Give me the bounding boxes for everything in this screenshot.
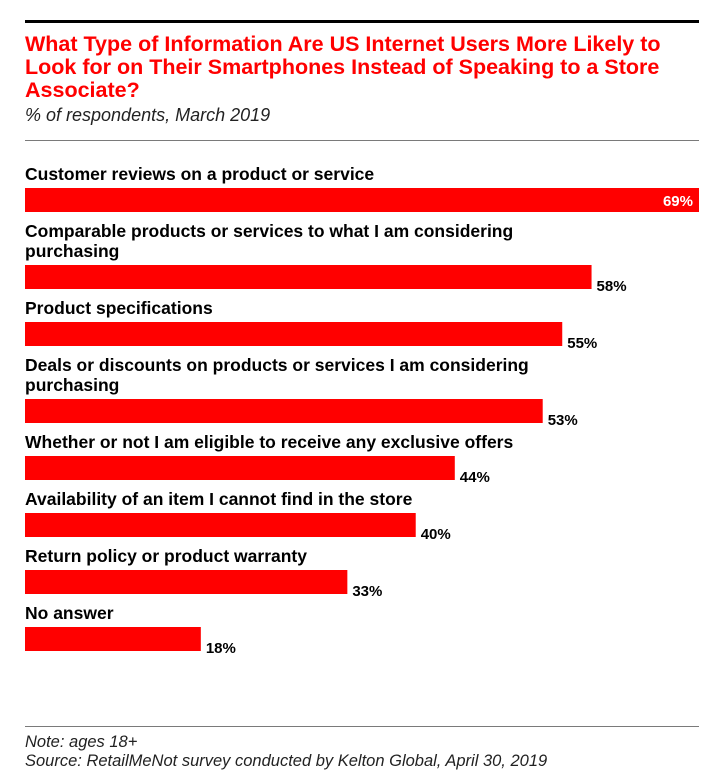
category-label: Return policy or product warranty bbox=[25, 546, 307, 566]
value-label: 55% bbox=[567, 335, 597, 352]
chart-note: Note: ages 18+ bbox=[25, 733, 138, 751]
bar bbox=[25, 570, 348, 594]
bar bbox=[25, 627, 201, 651]
value-label: 18% bbox=[206, 640, 236, 657]
footer-divider bbox=[25, 726, 699, 727]
value-label: 44% bbox=[460, 469, 490, 486]
category-label: purchasing bbox=[25, 375, 119, 395]
value-label: 53% bbox=[548, 412, 578, 429]
bar bbox=[25, 265, 592, 289]
category-label: Customer reviews on a product or service bbox=[25, 164, 374, 184]
bar bbox=[25, 456, 455, 480]
chart-title: What Type of Information Are US Internet… bbox=[25, 32, 661, 102]
category-label: Comparable products or services to what … bbox=[25, 221, 513, 241]
category-label: Availability of an item I cannot find in… bbox=[25, 489, 413, 509]
top-rule bbox=[25, 20, 699, 23]
category-label: No answer bbox=[25, 603, 114, 623]
bar bbox=[25, 399, 543, 423]
value-label: 33% bbox=[352, 583, 382, 600]
category-label: Deals or discounts on products or servic… bbox=[25, 355, 529, 375]
value-label: 69% bbox=[663, 193, 693, 210]
chart-subtitle: % of respondents, March 2019 bbox=[25, 105, 271, 125]
value-label: 58% bbox=[597, 278, 627, 295]
value-label: 40% bbox=[421, 526, 451, 543]
category-label: purchasing bbox=[25, 241, 119, 261]
bar bbox=[25, 188, 699, 212]
bar bbox=[25, 513, 416, 537]
chart-source: Source: RetailMeNot survey conducted by … bbox=[25, 752, 548, 770]
category-label: Product specifications bbox=[25, 298, 213, 318]
subtitle-divider bbox=[25, 140, 699, 141]
category-label: Whether or not I am eligible to receive … bbox=[25, 432, 513, 452]
bar bbox=[25, 322, 563, 346]
